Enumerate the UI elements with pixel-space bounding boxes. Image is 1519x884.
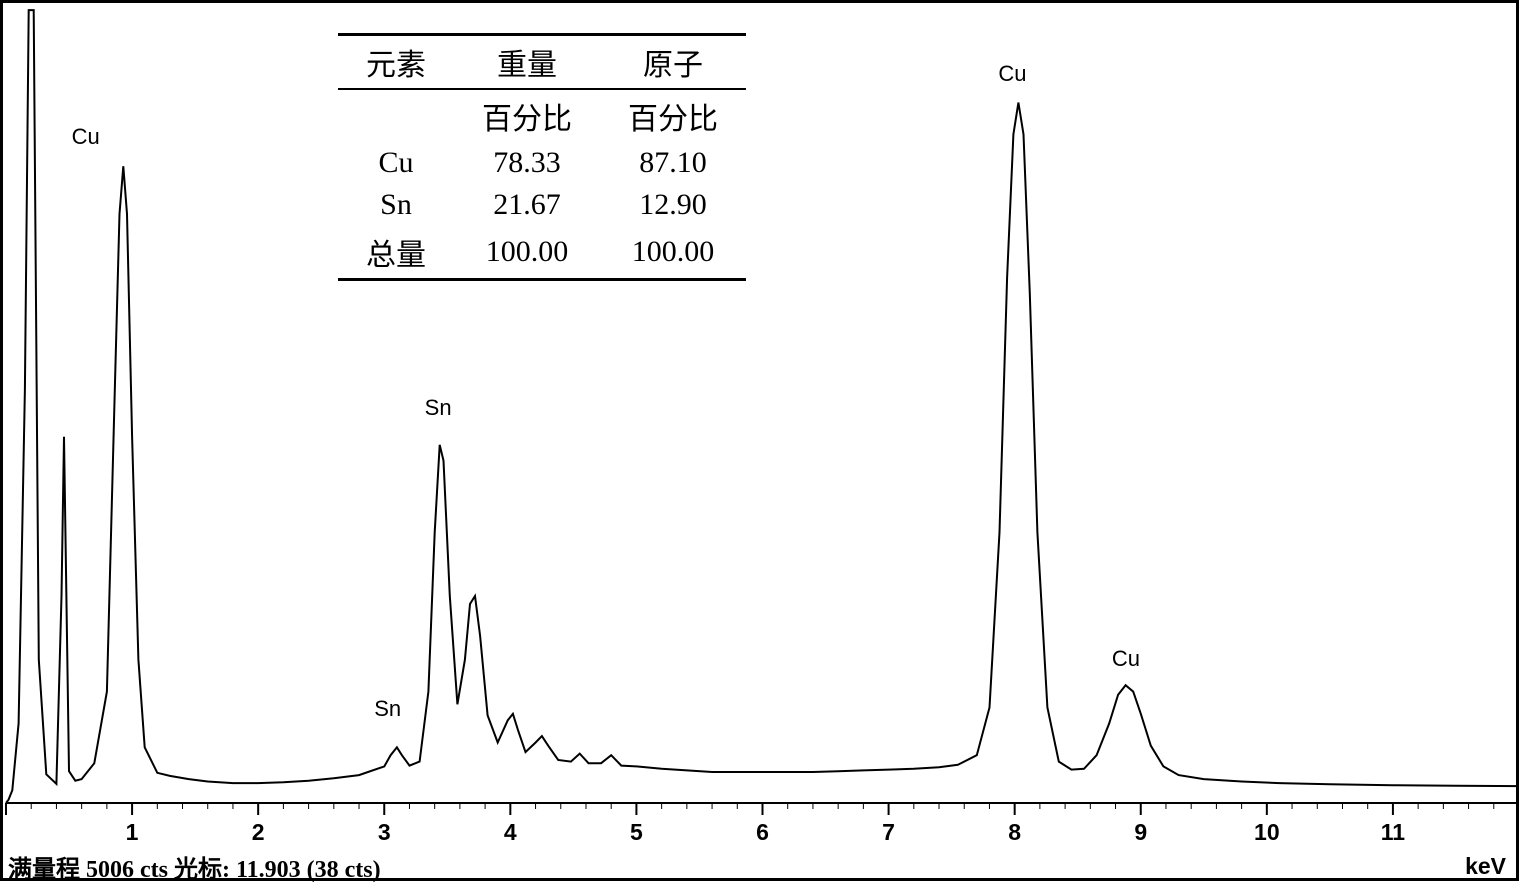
table-cell: 78.33 bbox=[454, 142, 600, 184]
table-total-row: 总量 100.00 100.00 bbox=[338, 226, 746, 280]
x-tick-6: 6 bbox=[756, 819, 769, 846]
peak-label-sn-2: Sn bbox=[425, 395, 452, 421]
total-label: 总量 bbox=[338, 226, 454, 280]
peak-label-cu-4: Cu bbox=[1112, 646, 1140, 672]
th2-blank bbox=[338, 89, 454, 142]
x-tick-5: 5 bbox=[630, 819, 643, 846]
total-weight: 100.00 bbox=[454, 226, 600, 280]
eds-spectrum-frame: { "chart":{ "type":"line-spectrum", "wid… bbox=[0, 0, 1519, 881]
table-cell: Sn bbox=[338, 184, 454, 226]
table-cell: 87.10 bbox=[600, 142, 746, 184]
peak-label-cu-0: Cu bbox=[72, 124, 100, 150]
table-cell: 12.90 bbox=[600, 184, 746, 226]
composition-table: 元素 重量 原子 百分比 百分比 Cu78.3387.10Sn21.6712.9… bbox=[338, 33, 746, 281]
th2-atom-pct: 百分比 bbox=[600, 89, 746, 142]
th-weight: 重量 bbox=[454, 35, 600, 90]
total-atom: 100.00 bbox=[600, 226, 746, 280]
x-tick-1: 1 bbox=[126, 819, 139, 846]
x-axis-label: keV bbox=[1465, 853, 1506, 880]
table-row: Cu78.3387.10 bbox=[338, 142, 746, 184]
th2-weight-pct: 百分比 bbox=[454, 89, 600, 142]
table-cell: 21.67 bbox=[454, 184, 600, 226]
x-tick-3: 3 bbox=[378, 819, 391, 846]
x-tick-11: 11 bbox=[1381, 819, 1405, 846]
table-header-2: 百分比 百分比 bbox=[338, 89, 746, 142]
spectrum-svg bbox=[3, 3, 1519, 817]
x-tick-2: 2 bbox=[252, 819, 265, 846]
x-tick-4: 4 bbox=[504, 819, 517, 846]
x-tick-10: 10 bbox=[1254, 819, 1280, 846]
peak-label-cu-3: Cu bbox=[998, 61, 1026, 87]
footer-status-text: 满量程 5006 cts 光标: 11.903 (38 cts) bbox=[8, 849, 381, 884]
th-atom: 原子 bbox=[600, 35, 746, 90]
th-element: 元素 bbox=[338, 35, 454, 90]
x-tick-7: 7 bbox=[882, 819, 895, 846]
peak-label-sn-1: Sn bbox=[374, 696, 401, 722]
table-cell: Cu bbox=[338, 142, 454, 184]
x-tick-9: 9 bbox=[1134, 819, 1147, 846]
x-tick-8: 8 bbox=[1008, 819, 1021, 846]
table-header-1: 元素 重量 原子 bbox=[338, 35, 746, 90]
table-row: Sn21.6712.90 bbox=[338, 184, 746, 226]
